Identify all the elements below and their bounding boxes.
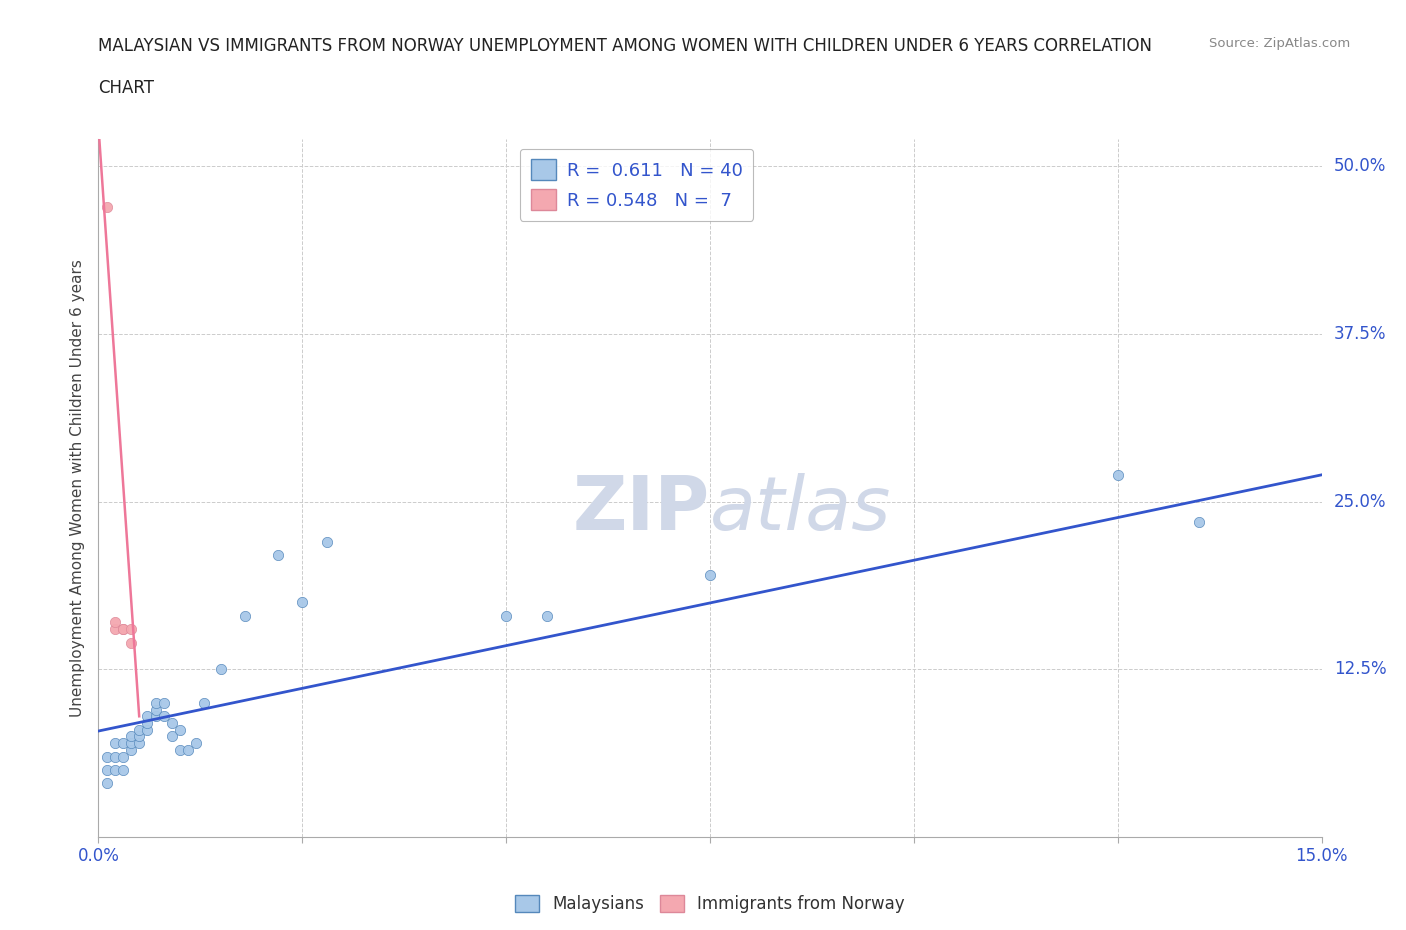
Point [104, 749, 127, 764]
Point [120, 635, 142, 650]
Point [136, 709, 159, 724]
Point [120, 742, 142, 757]
Text: MALAYSIAN VS IMMIGRANTS FROM NORWAY UNEMPLOYMENT AMONG WOMEN WITH CHILDREN UNDER: MALAYSIAN VS IMMIGRANTS FROM NORWAY UNEM… [98, 37, 1153, 55]
Text: 37.5%: 37.5% [1334, 325, 1386, 343]
Point [136, 715, 159, 730]
Point [152, 709, 174, 724]
Point [96, 199, 118, 214]
Point [699, 568, 721, 583]
Point [128, 736, 150, 751]
Point [104, 736, 127, 751]
Text: atlas: atlas [710, 473, 891, 545]
Point [177, 742, 200, 757]
Point [145, 702, 167, 717]
Point [111, 749, 134, 764]
Point [96, 763, 118, 777]
Point [1107, 468, 1129, 483]
Y-axis label: Unemployment Among Women with Children Under 6 years: Unemployment Among Women with Children U… [70, 259, 86, 717]
Point [111, 621, 134, 636]
Point [111, 736, 134, 751]
Point [160, 729, 183, 744]
Point [128, 723, 150, 737]
Point [104, 763, 127, 777]
Point [145, 696, 167, 711]
Text: 12.5%: 12.5% [1334, 660, 1386, 678]
Point [169, 742, 191, 757]
Text: CHART: CHART [98, 79, 155, 97]
Point [96, 749, 118, 764]
Point [111, 621, 134, 636]
Point [136, 723, 159, 737]
Point [152, 696, 174, 711]
Point [1188, 514, 1211, 529]
Legend: Malaysians, Immigrants from Norway: Malaysians, Immigrants from Norway [509, 888, 911, 920]
Point [120, 736, 142, 751]
Point [495, 608, 517, 623]
Point [291, 595, 314, 610]
Text: 25.0%: 25.0% [1334, 493, 1386, 511]
Point [169, 723, 191, 737]
Text: ZIP: ZIP [572, 472, 710, 546]
Point [120, 729, 142, 744]
Text: Source: ZipAtlas.com: Source: ZipAtlas.com [1209, 37, 1350, 50]
Point [233, 608, 256, 623]
Point [209, 662, 232, 677]
Text: 50.0%: 50.0% [1334, 157, 1386, 176]
Point [96, 776, 118, 790]
Point [536, 608, 558, 623]
Point [267, 548, 290, 563]
Point [120, 621, 142, 636]
Point [104, 621, 127, 636]
Point [186, 736, 208, 751]
Point [128, 729, 150, 744]
Point [111, 763, 134, 777]
Point [193, 696, 215, 711]
Point [160, 715, 183, 730]
Point [145, 709, 167, 724]
Point [104, 615, 127, 630]
Point [315, 535, 337, 550]
